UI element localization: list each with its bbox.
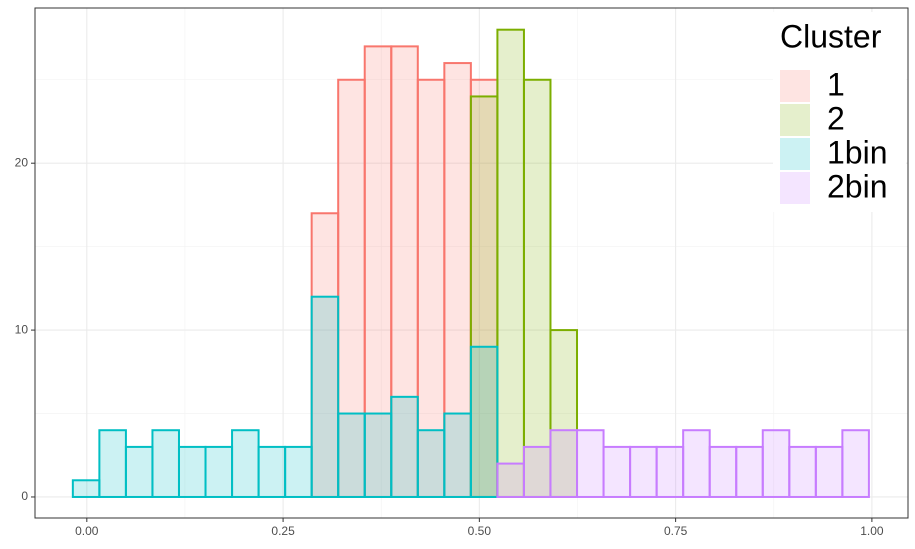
legend-label: 1bin: [827, 134, 888, 170]
legend-key-bg: [780, 138, 810, 170]
bar: [231, 429, 260, 498]
bar: [496, 28, 525, 498]
y-tick-label: 0: [21, 489, 28, 503]
bar: [390, 45, 419, 498]
legend-key: [780, 172, 810, 204]
bar: [257, 445, 287, 498]
bar: [469, 345, 499, 498]
legend-key-bg: [780, 104, 810, 136]
bar: [390, 395, 419, 498]
legend-key: [780, 138, 810, 170]
legend-key-bg: [780, 70, 810, 102]
bar: [469, 95, 499, 498]
legend-title: Cluster: [780, 18, 882, 54]
bar: [682, 429, 711, 498]
bar: [204, 445, 234, 498]
legend-key: [780, 104, 810, 136]
bar: [177, 445, 207, 498]
bar: [416, 429, 446, 498]
bar: [496, 462, 525, 498]
bar: [576, 429, 605, 498]
bar: [443, 412, 472, 498]
legend-key: [780, 70, 810, 102]
bar: [522, 78, 552, 498]
bar: [98, 429, 127, 498]
bar: [735, 445, 764, 498]
bar: [71, 479, 101, 498]
bar: [549, 429, 579, 498]
bar: [814, 445, 844, 498]
x-tick-label: 0.00: [75, 524, 99, 538]
bar: [310, 295, 340, 498]
panel-border: [34, 7, 909, 519]
bar: [655, 445, 685, 498]
x-tick-label: 0.75: [664, 524, 688, 538]
bar: [629, 445, 658, 498]
legend-label: 2: [827, 100, 845, 136]
legend-label: 2bin: [827, 168, 888, 204]
bar: [761, 429, 791, 498]
legend-key-bg: [780, 172, 810, 204]
x-tick-label: 1.00: [860, 524, 884, 538]
x-tick-label: 0.25: [271, 524, 295, 538]
legend-label: 1: [827, 66, 845, 102]
bar: [841, 429, 870, 498]
bar: [363, 412, 393, 498]
y-tick-label: 20: [15, 155, 29, 169]
bar: [522, 445, 552, 498]
bar: [708, 445, 738, 498]
x-tick-label: 0.50: [468, 524, 492, 538]
bar: [337, 78, 366, 498]
bar: [124, 445, 154, 498]
bar: [284, 445, 313, 498]
bar: [602, 445, 632, 498]
y-tick-label: 10: [15, 322, 29, 336]
bar: [337, 412, 366, 498]
bar: [443, 62, 472, 498]
bar: [788, 445, 817, 498]
bar: [151, 429, 180, 498]
